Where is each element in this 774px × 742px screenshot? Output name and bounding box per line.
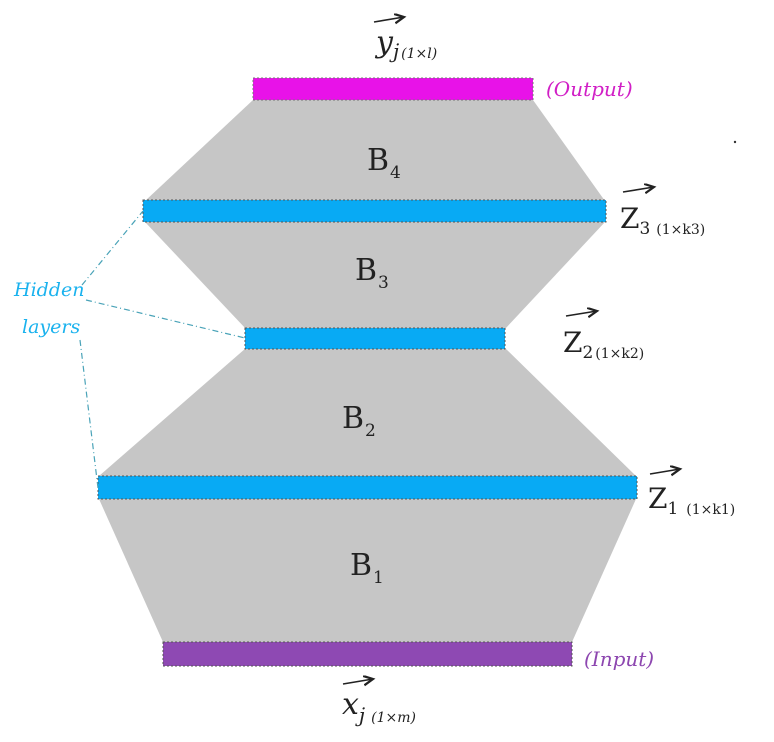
input-vector-label: xj (1×m): [342, 687, 416, 727]
output-vector-label: yj (1×l): [374, 25, 437, 63]
hidden-layers-label-line2: layers: [22, 316, 80, 338]
block-b3: [145, 222, 605, 329]
hidden-layer-z3-bar: [142, 199, 607, 223]
block-b1: [99, 499, 636, 642]
output-tag: (Output): [546, 77, 633, 101]
hidden-pointer-z1: [79, 339, 99, 489]
input-tag: (Input): [584, 647, 654, 671]
z1-vector-arrow: [649, 469, 680, 474]
block-b2: [99, 348, 636, 476]
hidden-pointer-z2: [85, 299, 246, 339]
block-b1-label: B1: [350, 548, 384, 588]
z3-label: Z3 (1×k3): [620, 202, 705, 239]
hidden-layer-z1-bar: [97, 475, 638, 500]
hidden-layers-label-line1: Hidden: [13, 279, 84, 301]
block-b4: [145, 100, 605, 201]
z1-label: Z1 (1×k1): [648, 482, 735, 519]
z2-vector-arrow: [565, 311, 597, 316]
z2-label: Z2 (1×k2): [563, 326, 644, 363]
output-layer-bar: [252, 77, 534, 101]
hidden-layer-z2-bar: [244, 327, 506, 350]
input-vector-arrow: [342, 679, 373, 684]
block-b2-label: B2: [342, 401, 376, 441]
output-vector-arrow: [373, 17, 404, 22]
block-b3-label: B3: [355, 253, 389, 293]
z3-vector-arrow: [622, 187, 654, 192]
input-layer-bar: [162, 641, 573, 667]
hidden-pointer-z3: [81, 210, 144, 286]
stray-dot: [733, 140, 737, 144]
block-b4-label: B4: [367, 143, 401, 183]
